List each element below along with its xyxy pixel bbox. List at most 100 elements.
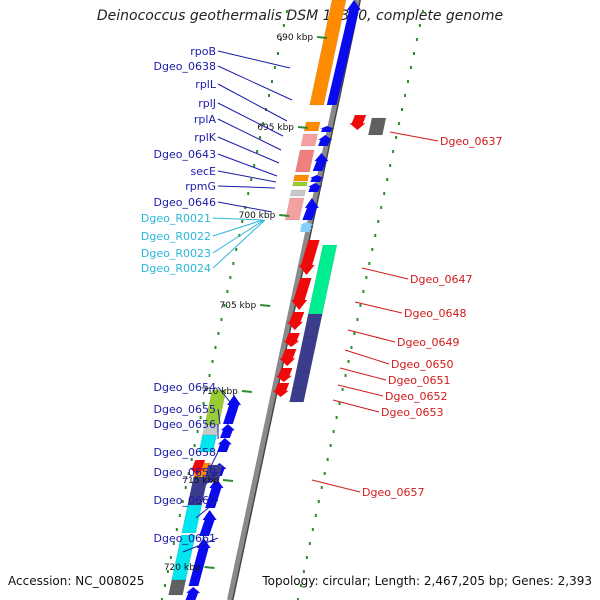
rna-label-dgeo-r0024: Dgeo_R0024 <box>141 262 211 275</box>
cds-arrow-dgeo-0646 <box>302 198 319 220</box>
guide-dot <box>386 178 389 181</box>
guide-dot <box>193 444 196 447</box>
feature-box-dgeo-0662 <box>168 579 187 596</box>
tick-mark <box>260 304 271 307</box>
guide-dot <box>320 486 323 489</box>
feature-box-dgeo-0653 <box>289 387 307 403</box>
gene-label-dgeo-0658: Dgeo_0658 <box>154 446 216 459</box>
outer-right-guide <box>296 10 424 600</box>
rna-label-dgeo-r0021: Dgeo_R0021 <box>141 212 211 225</box>
guide-dot <box>273 66 276 69</box>
gene-label-rpla: rplA <box>194 113 217 126</box>
guide-dot <box>241 220 244 223</box>
feature-box-dgeo-0638 <box>303 121 321 132</box>
guide-dot <box>214 346 217 349</box>
guide-dot <box>421 10 424 13</box>
tick-mark <box>317 36 328 39</box>
rna-label-dgeo-r0022: Dgeo_R0022 <box>141 230 211 243</box>
cds-arrow-rplj <box>312 153 329 171</box>
guide-dot <box>317 500 320 503</box>
guide-dot <box>344 374 347 377</box>
gene-label-dgeo-0657: Dgeo_0657 <box>362 486 424 499</box>
gene-label-dgeo-0659: Dgeo_0659 <box>154 466 216 479</box>
leader-line <box>217 153 278 177</box>
guide-dot <box>329 444 332 447</box>
guide-dot <box>226 290 229 293</box>
gene-label-dgeo-0661: Dgeo_0661 <box>154 532 216 545</box>
guide-dot <box>271 80 273 83</box>
guide-dot <box>338 402 341 405</box>
feature-box-rpob <box>309 0 347 106</box>
cds-arrow-dgeo-0661 <box>188 538 211 586</box>
gene-label-dgeo-0660: Dgeo_0660 <box>154 494 216 507</box>
guide-dot <box>332 430 335 433</box>
feature-box-dgeo-0649 <box>303 313 323 338</box>
guide-dot <box>368 262 371 265</box>
guide-dot <box>211 360 214 363</box>
guide-dot <box>398 122 401 125</box>
guide-dot <box>302 570 305 573</box>
guide-dot <box>305 556 308 559</box>
guide-dot <box>299 584 302 587</box>
gene-label-rpmg: rpmG <box>185 180 216 193</box>
guide-dot <box>285 10 288 13</box>
cds-arrow-dgeo-0654 <box>223 395 242 424</box>
cds-arrow-dgeo-0657 <box>190 460 206 475</box>
guide-dot <box>175 528 178 531</box>
cds-arrow-dgeo-0653 <box>272 383 290 397</box>
guide-dot <box>202 402 205 405</box>
leader-line <box>195 499 219 519</box>
guide-dot <box>223 304 226 307</box>
guide-dot <box>184 486 187 489</box>
outer-left-guide <box>160 10 288 600</box>
guide-dot <box>374 234 377 237</box>
tick-label-700-kbp: 700 kbp <box>239 211 276 221</box>
guide-dot <box>235 248 238 251</box>
leader-line <box>337 384 384 397</box>
feature-box-dgeo-0647-0648 <box>307 244 338 316</box>
rna-arrow-r0021 <box>299 222 314 228</box>
tick-label-715-kbp: 715 kbp <box>182 476 219 486</box>
leader-line <box>217 136 280 164</box>
leader-line <box>344 349 390 365</box>
leader-line <box>217 386 231 403</box>
feature-box-dgeo-0656 <box>198 434 217 453</box>
gene-label-dgeo-0646: Dgeo_0646 <box>154 196 216 209</box>
guide-dot <box>314 514 317 517</box>
guide-dot <box>308 542 311 545</box>
genome-title: Deinococcus geothermalis DSM 11300, comp… <box>96 8 504 24</box>
gene-label-dgeo-0649: Dgeo_0649 <box>397 336 459 349</box>
guide-dot <box>181 500 184 503</box>
cds-arrow-rpll <box>318 135 333 146</box>
guide-dot <box>404 94 407 97</box>
guide-dot <box>256 150 259 153</box>
cds-arrow-dgeo-0656 <box>217 438 232 452</box>
cds-arrow-dgeo-0660 <box>199 510 217 536</box>
rna-label-dgeo-r0023: Dgeo_R0023 <box>141 247 211 260</box>
guide-dot <box>296 598 299 600</box>
guide-dot <box>356 318 359 321</box>
gene-label-dgeo-0650: Dgeo_0650 <box>391 358 453 371</box>
feature-box-dgeo-0637 <box>368 117 387 136</box>
guide-dot <box>178 514 181 517</box>
cds-arrow-dgeo-0662 <box>185 587 201 600</box>
guide-dot <box>377 220 380 223</box>
guide-dot <box>217 332 220 335</box>
guide-dot <box>163 584 166 587</box>
gene-label-dgeo-0638: Dgeo_0638 <box>154 60 216 73</box>
leader-line <box>212 217 263 221</box>
guide-dot <box>412 52 415 55</box>
tick-label-705-kbp: 705 kbp <box>220 301 257 311</box>
guide-dot <box>208 374 211 377</box>
accession-label: Accession: NC_008025 <box>8 574 145 588</box>
guide-dot <box>389 164 392 167</box>
leader-line <box>212 219 266 269</box>
tick-label-720-kbp: 720 kbp <box>164 563 201 573</box>
cds-arrow-dgeo-0637 <box>349 115 367 130</box>
guide-dot <box>415 38 418 41</box>
guide-dot <box>407 80 409 83</box>
guide-dot <box>172 542 175 545</box>
gene-label-dgeo-0652: Dgeo_0652 <box>385 390 447 403</box>
